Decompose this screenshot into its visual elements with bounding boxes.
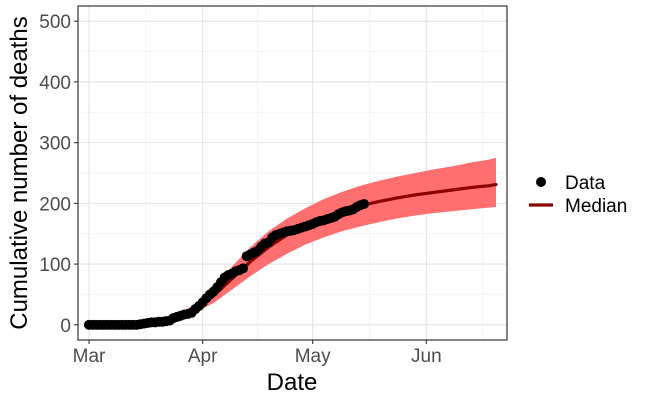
x-axis: Mar Apr May Jun <box>73 340 442 367</box>
y-tick-label: 500 <box>39 12 71 33</box>
x-tick-label: Apr <box>188 346 218 367</box>
y-axis-title: Cumulative number of deaths <box>6 16 33 330</box>
data-points <box>84 198 369 330</box>
y-axis: 0 100 200 300 400 500 <box>39 12 78 337</box>
legend-key-data <box>536 177 546 187</box>
prediction-band <box>158 157 496 323</box>
prediction-band-area <box>158 157 496 323</box>
y-tick-label: 300 <box>39 134 71 155</box>
legend-label-data: Data <box>565 173 606 194</box>
plot-panel-border <box>77 5 508 341</box>
y-tick-label: 200 <box>39 194 71 215</box>
y-tick-label: 0 <box>60 316 71 337</box>
data-point <box>359 198 369 209</box>
data-point <box>238 263 248 274</box>
x-axis-title: Date <box>267 369 318 396</box>
x-tick-label: Jun <box>411 346 442 367</box>
legend-label-median: Median <box>565 196 627 217</box>
grid-major <box>78 6 507 340</box>
y-tick-label: 100 <box>39 255 71 276</box>
y-tick-label: 400 <box>39 73 71 94</box>
x-tick-label: Mar <box>73 346 106 367</box>
x-tick-label: May <box>295 346 331 367</box>
